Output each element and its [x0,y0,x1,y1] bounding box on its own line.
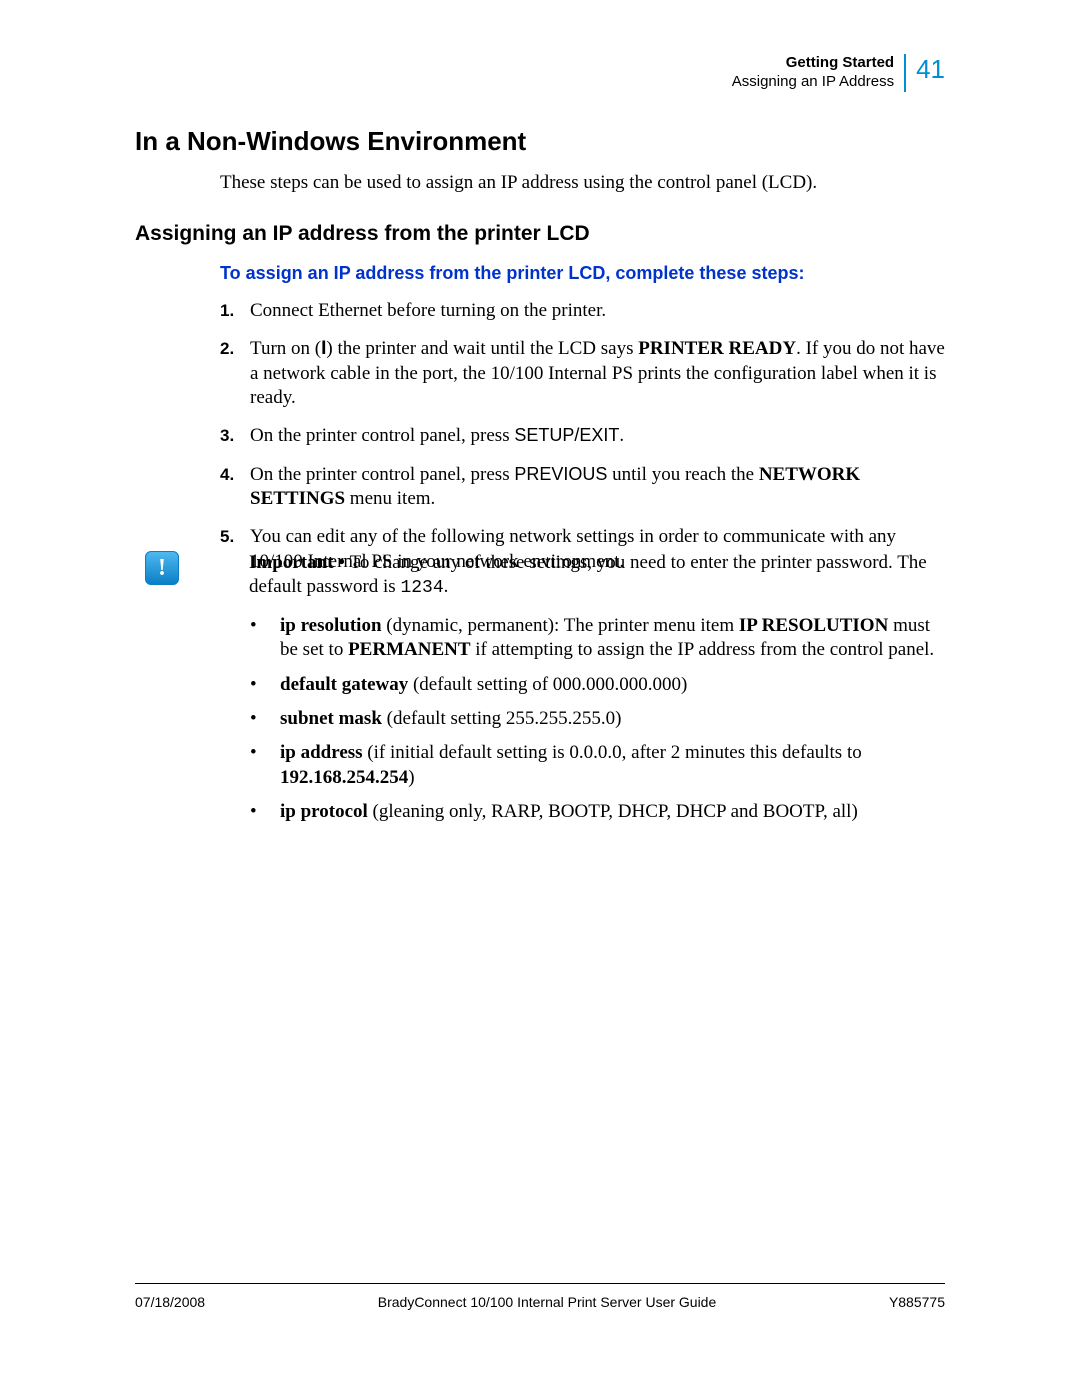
text: (gleaning only, RARP, BOOTP, DHCP, DHCP … [368,801,858,822]
bullet-marker: • [250,800,280,824]
bullet-marker: • [250,673,280,697]
note-code: 1234 [400,578,443,598]
text: (default setting of 000.000.000.000) [408,674,687,695]
text: . [444,576,449,597]
header-text: Getting Started Assigning an IP Address [732,54,902,92]
bullet-marker: • [250,614,280,663]
bullet-item: • ip resolution (dynamic, permanent): Th… [250,614,945,663]
heading-main: In a Non-Windows Environment [135,126,526,157]
step-item: 3. On the printer control panel, press S… [220,424,945,448]
bullet-body: ip address (if initial default setting i… [280,741,945,790]
text-bold: subnet mask [280,708,382,729]
note-lead: Important • [249,552,350,573]
text-bold: 192.168.254.254 [280,767,408,788]
text-bold: ip address [280,742,363,763]
text-bold: IP RESOLUTION [739,615,888,636]
step-number: 3. [220,424,250,448]
note-text: Important • To change any of these setti… [249,551,945,600]
text: (dynamic, permanent): The printer menu i… [382,615,739,636]
bullet-item: • ip protocol (gleaning only, RARP, BOOT… [250,800,945,824]
bullet-marker: • [250,741,280,790]
important-note: ! Important • To change any of these set… [135,551,945,600]
text-bold: PRINTER READY [638,338,796,359]
step-body: Connect Ethernet before turning on the p… [250,299,945,323]
bullet-item: • default gateway (default setting of 00… [250,673,945,697]
footer-docnum: Y885775 [889,1294,945,1310]
header-rule [904,54,906,92]
text: . [619,425,624,446]
steps-list: 1. Connect Ethernet before turning on th… [220,299,945,588]
text-bold: ip resolution [280,615,382,636]
important-icon: ! [145,551,179,585]
text: (if initial default setting is 0.0.0.0, … [363,742,862,763]
footer-title: BradyConnect 10/100 Internal Print Serve… [378,1294,717,1310]
heading-task: To assign an IP address from the printer… [220,263,804,284]
step-number: 1. [220,299,250,323]
text-bold: PERMANENT [348,639,470,660]
text: menu item. [345,488,435,509]
header-section: Assigning an IP Address [732,73,894,92]
page-header: Getting Started Assigning an IP Address … [732,54,945,92]
text: On the printer control panel, press [250,425,514,446]
step-body: Turn on (I) the printer and wait until t… [250,337,945,410]
bullet-body: default gateway (default setting of 000.… [280,673,945,697]
page-footer: 07/18/2008 BradyConnect 10/100 Internal … [135,1294,945,1310]
text-bold: ip protocol [280,801,368,822]
text: ) [408,767,414,788]
bullet-body: ip resolution (dynamic, permanent): The … [280,614,945,663]
bullet-list: • ip resolution (dynamic, permanent): Th… [250,614,945,834]
heading-sub: Assigning an IP address from the printer… [135,222,590,246]
step-item: 4. On the printer control panel, press P… [220,463,945,512]
bullet-item: • ip address (if initial default setting… [250,741,945,790]
bullet-item: • subnet mask (default setting 255.255.2… [250,707,945,731]
header-page-number: 41 [916,54,945,92]
text-bold: default gateway [280,674,408,695]
header-chapter: Getting Started [732,54,894,73]
text: until you reach the [607,464,758,485]
step-number: 4. [220,463,250,512]
footer-date: 07/18/2008 [135,1294,205,1310]
step-body: On the printer control panel, press SETU… [250,424,945,448]
text: ) the printer and wait until the LCD say… [326,338,638,359]
step-item: 1. Connect Ethernet before turning on th… [220,299,945,323]
text-sans: SETUP/EXIT [514,425,619,445]
text: To change any of these settings, you nee… [249,552,927,597]
text: if attempting to assign the IP address f… [471,639,935,660]
step-number: 2. [220,337,250,410]
text: Turn on ( [250,338,321,359]
text-sans: PREVIOUS [514,464,607,484]
text: On the printer control panel, press [250,464,514,485]
step-item: 2. Turn on (I) the printer and wait unti… [220,337,945,410]
bullet-body: subnet mask (default setting 255.255.255… [280,707,945,731]
step-body: On the printer control panel, press PREV… [250,463,945,512]
intro-paragraph: These steps can be used to assign an IP … [220,172,817,194]
footer-rule [135,1283,945,1284]
text: (default setting 255.255.255.0) [382,708,622,729]
bullet-body: ip protocol (gleaning only, RARP, BOOTP,… [280,800,945,824]
bullet-marker: • [250,707,280,731]
